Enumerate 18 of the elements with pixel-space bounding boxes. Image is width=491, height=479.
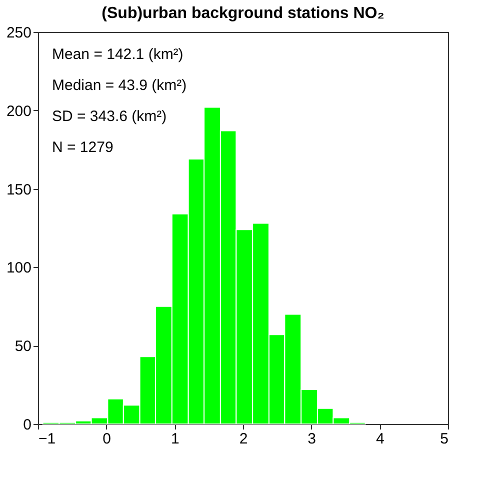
y-tick-label: 50 <box>14 338 32 356</box>
annotation: Mean = 142.1 (km²) <box>52 46 184 63</box>
y-tick-label: 100 <box>6 260 32 277</box>
x-tick-label: 2 <box>239 430 248 448</box>
y-tick-label: 200 <box>6 102 32 120</box>
x-tick-label: 0 <box>102 430 112 448</box>
annotation: N = 1279 <box>52 139 114 156</box>
annotation: Median = 43.9 (km²) <box>52 77 187 94</box>
y-tick-label: 0 <box>23 416 32 434</box>
x-tick-label: 3 <box>308 430 316 448</box>
x-tick-label: 1 <box>170 430 180 448</box>
annotation: SD = 343.6 (km²) <box>52 108 167 125</box>
x-tick-label: 4 <box>376 430 384 448</box>
y-tick-label: 150 <box>6 181 32 198</box>
chart-title: (Sub)urban background stations NO₂ <box>102 5 384 22</box>
x-tick-label: −1 <box>38 430 56 448</box>
y-tick-label: 250 <box>6 24 32 42</box>
x-tick-label: 5 <box>440 430 448 448</box>
